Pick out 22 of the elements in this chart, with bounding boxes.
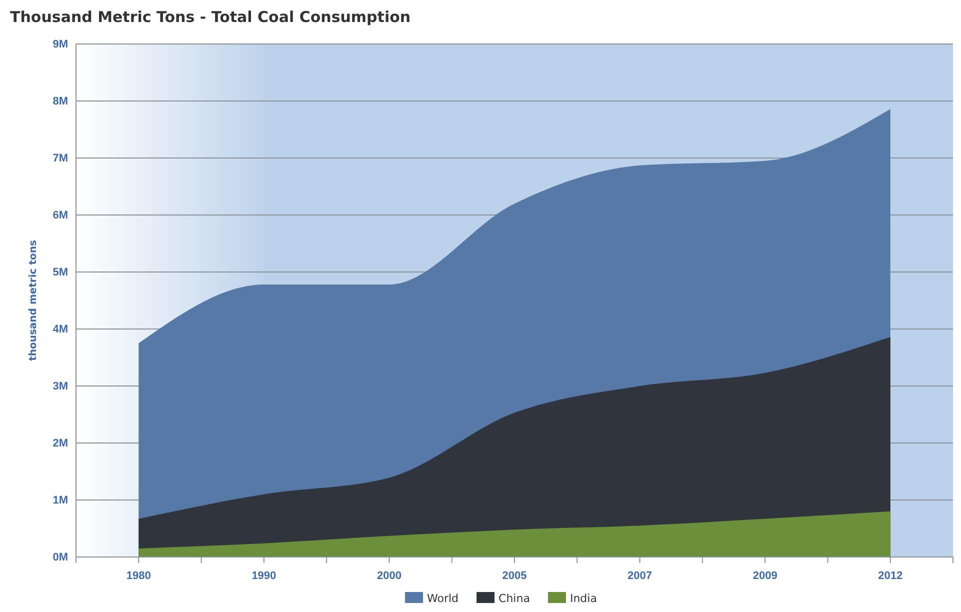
y-tick-label: 6M: [52, 210, 68, 222]
chart-title: Thousand Metric Tons - Total Coal Consumption: [10, 8, 411, 26]
x-tick-label: 1990: [252, 570, 276, 582]
x-tick-label: 2009: [752, 570, 778, 582]
y-tick-label: 7M: [52, 152, 68, 165]
legend-label: World: [427, 592, 459, 605]
y-tick-label: 3M: [52, 380, 68, 393]
y-tick-label: 1M: [52, 494, 68, 507]
x-tick-label: 2005: [502, 570, 527, 582]
y-tick-label: 9M: [52, 38, 68, 51]
y-tick-label: 5M: [52, 266, 68, 279]
x-tick-label: 1980: [126, 570, 151, 582]
x-tick-label: 2007: [628, 570, 652, 582]
y-tick-label: 8M: [52, 96, 68, 108]
legend-label: India: [570, 592, 597, 605]
y-axis-title: thousand metric tons: [28, 240, 39, 361]
y-tick-label: 0M: [52, 552, 68, 564]
legend-label: China: [498, 592, 530, 605]
x-tick-label: 2000: [376, 570, 402, 582]
y-tick-label: 4M: [52, 324, 68, 336]
x-tick-label: 2012: [878, 570, 903, 582]
y-tick-label: 2M: [52, 438, 68, 450]
